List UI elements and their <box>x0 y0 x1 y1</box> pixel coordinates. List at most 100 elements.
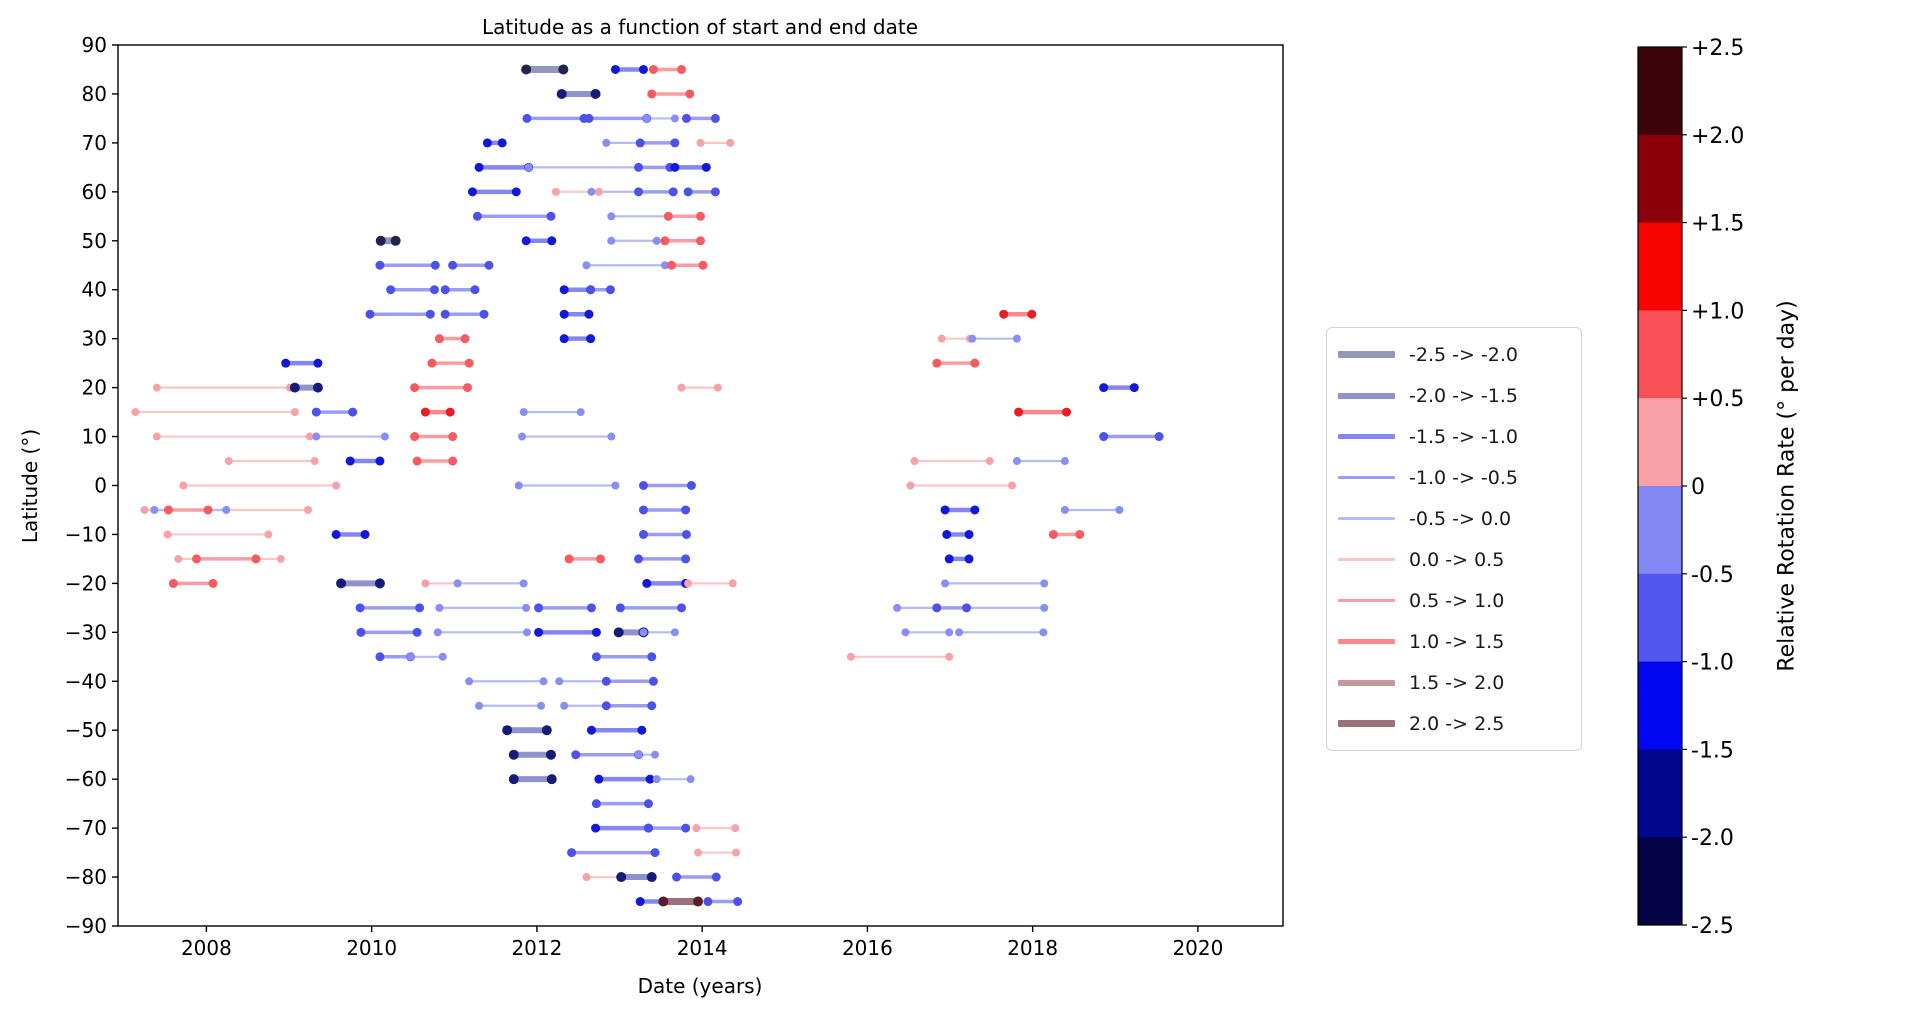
colorbar-block <box>1638 47 1682 136</box>
segment-endpoint <box>374 578 385 589</box>
segment-endpoint <box>434 334 444 344</box>
segment-endpoint <box>1039 628 1048 637</box>
colorbar-tick-label: -0.5 <box>1691 563 1734 588</box>
segment-endpoint <box>635 897 645 907</box>
segment-endpoint <box>555 677 564 686</box>
segment-endpoint <box>191 554 201 564</box>
segment-endpoint <box>1027 309 1037 319</box>
y-tick-label: −20 <box>65 571 107 595</box>
segment-endpoint <box>224 457 233 466</box>
x-tick-label: 2020 <box>1172 936 1223 960</box>
y-tick-label: −70 <box>65 816 107 840</box>
segment-endpoint <box>576 408 585 417</box>
segment-endpoint <box>586 285 596 295</box>
segment-endpoint <box>558 64 569 75</box>
segment-endpoint <box>203 505 213 515</box>
segment-endpoint <box>731 824 740 833</box>
segment-endpoint <box>710 113 720 123</box>
segment-endpoint <box>375 260 385 270</box>
legend-item: 0.0 -> 0.5 <box>1327 549 1581 571</box>
segment-endpoint <box>940 505 950 515</box>
segment-endpoint <box>586 603 596 613</box>
segment-endpoint <box>694 848 703 857</box>
segment-endpoint <box>681 529 691 539</box>
segment-endpoint <box>360 529 370 539</box>
segment-endpoint <box>590 88 601 99</box>
legend-line-sample <box>1338 517 1395 520</box>
segment-endpoint <box>460 334 470 344</box>
legend-item-label: 0.5 -> 1.0 <box>1409 589 1505 612</box>
segment-endpoint <box>433 628 442 637</box>
segment-endpoint <box>693 896 704 907</box>
segment-endpoint <box>647 652 657 662</box>
segment-endpoint <box>412 627 422 637</box>
y-tick-label: 0 <box>94 474 107 498</box>
segment-endpoint <box>571 750 581 760</box>
segment-endpoint <box>941 579 950 588</box>
segment-endpoint <box>465 677 474 686</box>
colorbar-block <box>1638 222 1682 311</box>
segment-endpoint <box>1014 407 1024 417</box>
segment-endpoint <box>305 432 314 441</box>
segment-endpoint <box>677 383 686 392</box>
segment-endpoint <box>420 407 430 417</box>
segment-endpoint <box>684 579 693 588</box>
segment-endpoint <box>264 530 273 539</box>
legend-item: 1.0 -> 1.5 <box>1327 631 1581 653</box>
segment-endpoint <box>541 725 552 736</box>
segment-endpoint <box>692 824 701 833</box>
segment-endpoint <box>683 187 693 197</box>
colorbar-tick-label: +1.0 <box>1691 299 1744 324</box>
segment-endpoint <box>410 432 420 442</box>
segment-endpoint <box>652 236 661 245</box>
segment-endpoint <box>375 235 386 246</box>
segment-endpoint <box>312 432 321 441</box>
colorbar-tick-label: -2.0 <box>1691 826 1734 851</box>
segment-endpoint <box>429 285 439 295</box>
segment-endpoint <box>637 725 647 735</box>
segment-endpoint <box>1099 432 1109 442</box>
colorbar-tick-label: -2.5 <box>1691 914 1734 939</box>
segment-endpoint <box>587 187 596 196</box>
segment-endpoint <box>676 603 686 613</box>
segment-endpoint <box>591 823 601 833</box>
segment-endpoint <box>448 456 458 466</box>
colorbar-label: Relative Rotation Rate (° per day) <box>1774 300 1800 672</box>
segment-endpoint <box>985 457 994 466</box>
legend-item-label: -0.5 -> 0.0 <box>1409 507 1512 530</box>
segment-endpoint <box>1012 334 1021 343</box>
segment-endpoint <box>537 701 546 710</box>
segment-endpoint <box>1007 481 1016 490</box>
legend-line-sample <box>1338 392 1395 399</box>
segment-endpoint <box>479 309 489 319</box>
segment-endpoint <box>696 138 705 147</box>
segment-endpoint <box>150 505 159 514</box>
y-tick-label: 30 <box>82 327 107 351</box>
legend-line-sample <box>1338 558 1395 561</box>
segment-endpoint <box>616 872 627 883</box>
colorbar-block <box>1638 573 1682 663</box>
legend-line-sample <box>1338 598 1395 603</box>
segment-endpoint <box>944 554 954 564</box>
segment-endpoint <box>445 407 455 417</box>
segment-endpoint <box>356 627 366 637</box>
segment-endpoint <box>222 505 231 514</box>
legend: -2.5 -> -2.0 -2.0 -> -1.5 -1.5 -> -1.0 -1.0… <box>1326 327 1582 751</box>
segment-endpoint <box>732 848 741 857</box>
segment-endpoint <box>660 236 670 246</box>
segment-endpoint <box>647 701 657 711</box>
segment-endpoint <box>336 578 347 589</box>
segment-endpoint <box>668 187 678 197</box>
colorbar-block <box>1638 837 1682 926</box>
chart-title: Latitude as a function of start and end … <box>481 15 919 39</box>
segment-endpoint <box>521 64 532 75</box>
x-tick-label: 2016 <box>842 936 893 960</box>
segment-endpoint <box>932 358 942 368</box>
segment-endpoint <box>551 187 560 196</box>
segment-endpoint <box>547 236 557 246</box>
segment-endpoint <box>276 554 285 563</box>
legend-line-sample <box>1338 351 1395 358</box>
segment-endpoint <box>312 382 323 393</box>
legend-item: -2.5 -> -2.0 <box>1327 344 1581 366</box>
